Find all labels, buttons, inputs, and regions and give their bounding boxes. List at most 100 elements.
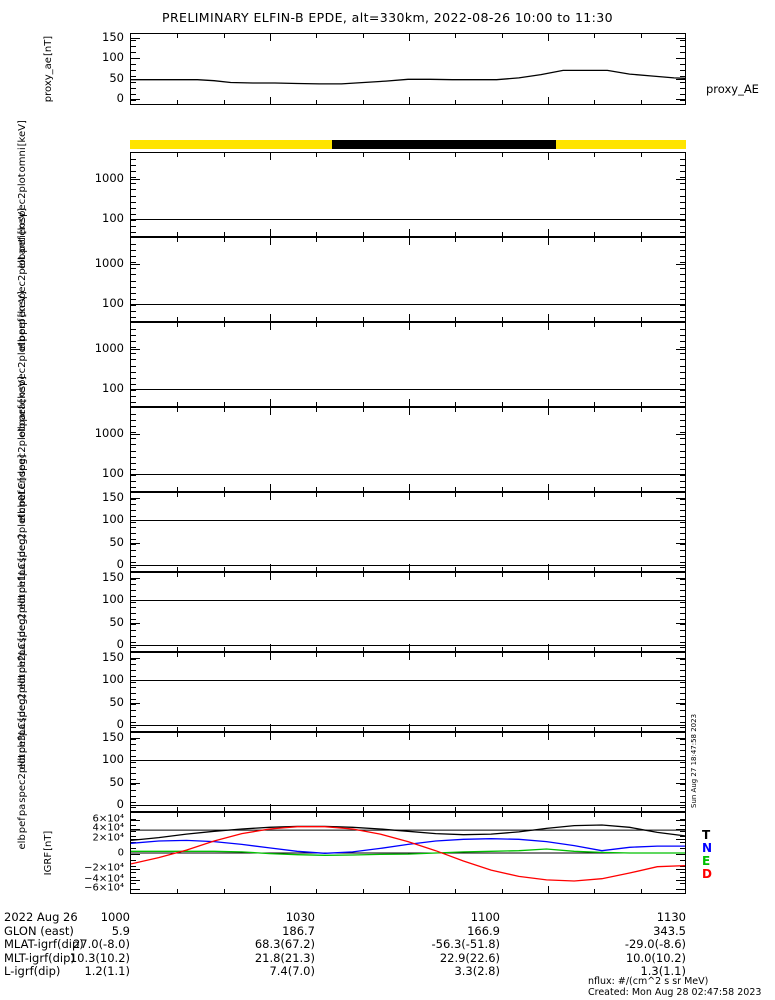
axis-tick	[680, 527, 685, 528]
axis-tick	[270, 314, 271, 321]
axis-major-tick	[131, 264, 140, 265]
axis-tick	[270, 229, 271, 236]
axis-major-tick	[131, 38, 140, 39]
axis-tick	[131, 510, 136, 511]
axis-tick	[131, 88, 136, 89]
trace-layer	[131, 824, 685, 882]
axis-tick	[680, 584, 685, 585]
axis-tick	[680, 256, 685, 257]
axis-tick	[680, 232, 685, 233]
axis-tick	[316, 100, 317, 104]
ytick-label: 0	[117, 847, 124, 859]
axis-tick	[224, 153, 225, 157]
axis-tick	[680, 335, 685, 336]
panel-en-anti	[130, 237, 686, 322]
axis-tick	[270, 34, 271, 41]
axis-tick	[316, 317, 317, 321]
axis-tick	[409, 573, 410, 580]
axis-tick	[409, 813, 410, 820]
axis-tick	[680, 613, 685, 614]
axis-tick	[316, 402, 317, 406]
axis-tick	[680, 619, 685, 620]
axis-tick	[131, 189, 136, 190]
axis-tick	[316, 807, 317, 811]
axis-tick	[680, 481, 685, 482]
axis-tick	[270, 493, 271, 500]
axis-tick	[680, 100, 685, 101]
axis-tick	[680, 293, 685, 294]
axis-tick	[131, 451, 136, 452]
axis-tick	[131, 722, 136, 723]
axis-tick	[680, 510, 685, 511]
axis-tick	[548, 97, 549, 104]
axis-tick	[680, 796, 685, 797]
ytick-label: 50	[109, 774, 124, 789]
axis-tick	[680, 539, 685, 540]
axis-tick	[177, 317, 178, 321]
axis-tick	[502, 232, 503, 236]
xaxis-row-labels: 2022 Aug 26 GLON (east) MLAT-igrf(dip) M…	[4, 910, 84, 979]
axis-tick	[502, 647, 503, 651]
axis-tick	[680, 504, 685, 505]
axis-tick	[131, 46, 136, 47]
igrf-legend-item-n: N	[702, 841, 713, 855]
axis-tick	[680, 682, 685, 683]
reference-line	[131, 389, 685, 390]
axis-tick	[641, 100, 642, 104]
axis-tick	[548, 408, 549, 415]
axis-tick	[409, 804, 410, 811]
axis-tick	[131, 250, 136, 251]
ytick-label: 1000	[94, 340, 124, 355]
axis-tick	[131, 262, 136, 263]
axis-tick	[131, 796, 136, 797]
axis-tick	[680, 487, 685, 488]
ytick-label: 50	[109, 70, 124, 85]
axis-tick	[641, 323, 642, 327]
axis-tick	[455, 653, 456, 657]
axis-tick	[680, 579, 685, 580]
axis-tick	[270, 484, 271, 491]
axis-tick	[594, 317, 595, 321]
ytick-label: 100	[102, 211, 124, 226]
axis-tick	[177, 408, 178, 412]
orbit-status-bar	[130, 140, 686, 149]
axis-tick	[224, 323, 225, 327]
axis-tick	[455, 153, 456, 157]
axis-tick	[131, 596, 136, 597]
panel-en-perp	[130, 322, 686, 407]
axis-tick	[455, 727, 456, 731]
axis-tick	[680, 516, 685, 517]
axis-major-tick	[131, 889, 140, 890]
axis-tick	[594, 153, 595, 157]
axis-tick	[680, 76, 685, 77]
axis-tick	[641, 567, 642, 571]
axis-tick	[409, 493, 410, 500]
axis-tick	[131, 539, 136, 540]
axis-tick	[680, 317, 685, 318]
axis-tick	[680, 664, 685, 665]
proxy-ae-series-label: proxy_AE	[706, 82, 759, 96]
axis-tick	[131, 527, 136, 528]
axis-tick	[224, 807, 225, 811]
axis-tick	[680, 866, 685, 867]
axis-tick	[224, 573, 225, 577]
axis-tick	[455, 232, 456, 236]
axis-tick	[131, 159, 136, 160]
axis-tick	[455, 317, 456, 321]
axis-tick	[363, 567, 364, 571]
axis-tick	[680, 704, 685, 705]
ylabel-line: omni	[17, 147, 28, 173]
axis-tick	[548, 484, 549, 491]
axis-tick	[131, 420, 136, 421]
axis-tick	[680, 70, 685, 71]
axis-tick	[131, 274, 136, 275]
axis-tick	[131, 372, 136, 373]
axis-tick	[131, 544, 136, 545]
status-bar-black	[332, 140, 556, 149]
axis-tick	[548, 813, 549, 820]
axis-tick	[131, 877, 136, 878]
axis-tick	[316, 727, 317, 731]
axis-tick	[680, 202, 685, 203]
axis-tick	[131, 727, 136, 728]
axis-tick	[548, 886, 549, 893]
